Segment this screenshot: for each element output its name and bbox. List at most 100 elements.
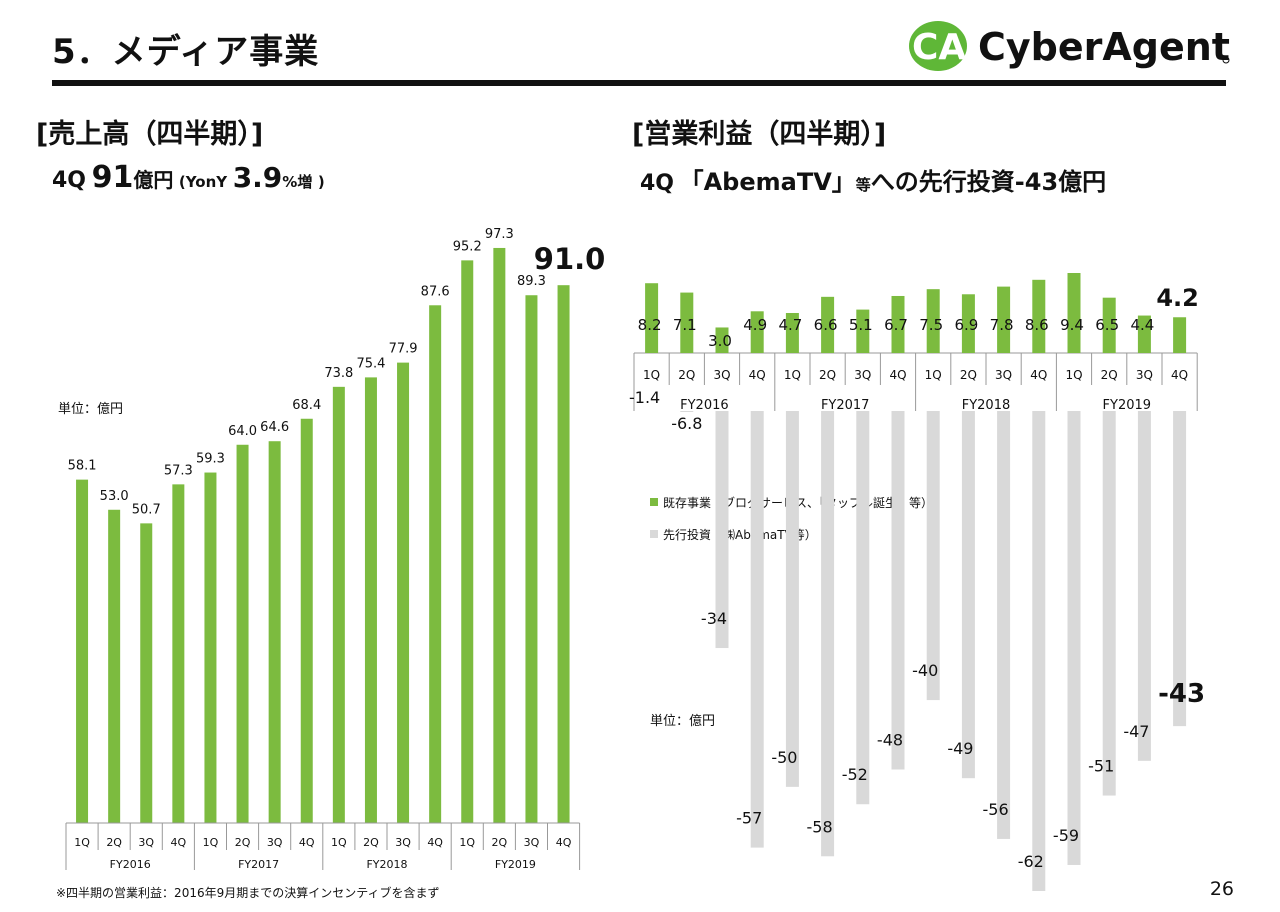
revenue-value-label-5: 59.3 <box>196 452 225 467</box>
revenue-value-label-15: 89.3 <box>517 274 546 289</box>
existing-bar-3 <box>715 327 729 353</box>
revenue-value-label-16: 91.0 <box>534 242 606 276</box>
page-number: 26 <box>1209 878 1234 900</box>
investment-bar-12 <box>1032 353 1046 891</box>
existing-bar-11 <box>997 286 1011 353</box>
existing-value-label-16: 4.2 <box>1156 284 1199 312</box>
revenue-value-label-6: 64.0 <box>228 424 257 439</box>
revenue-bar-12 <box>429 305 442 823</box>
existing-bar-9 <box>926 289 940 353</box>
profit-x-tick-1: 1Q <box>643 368 660 382</box>
revenue-x-tick-2: 2Q <box>106 836 122 849</box>
existing-bar-8 <box>891 295 905 353</box>
investment-value-label-3: -34 <box>701 609 727 628</box>
revenue-bar-5 <box>204 472 217 823</box>
revenue-x-tick-13: 1Q <box>459 836 475 849</box>
legend-item-investment: 先行投資（㈱AbemaTV等） <box>650 524 933 544</box>
existing-value-label-5: 4.7 <box>778 316 802 334</box>
revenue-chart: 58.153.050.7 57.359.364.0 64.668.4 73.875.4… <box>65 227 606 871</box>
existing-value-label-8: 6.7 <box>884 316 908 334</box>
revenue-unit-label: 単位：億円 <box>58 402 124 417</box>
revenue-bar-16 <box>557 285 570 823</box>
revenue-bar-14 <box>493 247 506 823</box>
existing-bar-10 <box>961 294 975 353</box>
profit-headline-rest: への先行投資-43億円 <box>870 168 1107 196</box>
existing-bar-4 <box>750 311 764 353</box>
profit-group-label-2: FY2017 <box>821 398 870 413</box>
existing-value-label-14: 6.5 <box>1095 316 1119 334</box>
revenue-bar-2 <box>108 509 121 823</box>
profit-headline: 4Q 「AbemaTV」等への先行投資-43億円 <box>640 162 1106 197</box>
investment-value-label-8: -48 <box>877 731 903 750</box>
revenue-x-tick-7: 3Q <box>267 836 283 849</box>
investment-bar-8 <box>891 353 905 770</box>
investment-bar-9 <box>926 353 940 701</box>
revenue-headline-quarter: 4Q <box>52 168 87 193</box>
investment-bar-16 <box>1173 353 1187 727</box>
existing-bar-14 <box>1102 297 1116 353</box>
investment-bar-5 <box>785 353 799 787</box>
revenue-bar-11 <box>397 362 410 823</box>
existing-value-label-15: 4.4 <box>1130 316 1154 334</box>
investment-value-label-6: -58 <box>807 817 833 836</box>
revenue-x-tick-14: 2Q <box>492 836 508 849</box>
existing-value-label-3: 3.0 <box>708 332 732 350</box>
investment-value-label-14: -51 <box>1088 757 1114 776</box>
revenue-headline-yoy-prefix: (YonY <box>178 173 228 191</box>
profit-x-tick-5: 1Q <box>784 368 801 382</box>
profit-x-tick-9: 1Q <box>925 368 942 382</box>
existing-value-label-6: 6.6 <box>814 316 838 334</box>
footnote: ※四半期の営業利益：2016年9月期までの決算インセンティブを含まず <box>56 886 440 900</box>
legend-swatch-gray <box>650 530 658 538</box>
revenue-value-label-2: 53.0 <box>100 489 129 504</box>
investment-value-label-15: -47 <box>1123 722 1149 741</box>
profit-x-tick-3: 3Q <box>713 368 730 382</box>
revenue-value-label-7: 64.6 <box>260 420 289 435</box>
investment-value-label-9: -40 <box>912 661 938 680</box>
logo-text: CyberAgent <box>978 25 1230 69</box>
existing-value-label-7: 5.1 <box>849 316 873 334</box>
revenue-headline-yoy-suffix: %増 <box>282 173 313 191</box>
revenue-bar-15 <box>525 295 538 823</box>
profit-x-tick-15: 3Q <box>1136 368 1153 382</box>
revenue-headline: 4Q 91億円 (YonY 3.9%増 ) <box>52 160 325 195</box>
investment-value-label-2: -6.8 <box>671 414 702 433</box>
existing-value-label-13: 9.4 <box>1060 316 1084 334</box>
slide-title: 5．メディア事業 <box>52 32 320 72</box>
revenue-bar-7 <box>268 441 281 823</box>
revenue-x-tick-16: 4Q <box>556 836 572 849</box>
profit-headline-small: 等 <box>855 176 871 194</box>
revenue-bar-10 <box>364 377 377 823</box>
revenue-value-label-1: 58.1 <box>68 459 97 474</box>
revenue-bar-13 <box>461 260 474 823</box>
existing-bar-5 <box>785 313 799 353</box>
revenue-value-label-4: 57.3 <box>164 463 193 478</box>
investment-value-label-4: -57 <box>736 809 762 828</box>
profit-unit-label: 単位：億円 <box>650 714 716 729</box>
existing-bar-6 <box>821 296 835 353</box>
cyberagent-logo: CA CyberAgent <box>909 21 1230 71</box>
existing-value-label-9: 7.5 <box>919 316 943 334</box>
existing-bar-12 <box>1032 279 1046 353</box>
profit-group-label-4: FY2019 <box>1103 398 1152 413</box>
revenue-group-label-1: FY2016 <box>110 858 151 871</box>
profit-x-tick-2: 2Q <box>678 368 695 382</box>
revenue-group-label-4: FY2019 <box>495 858 536 871</box>
revenue-bar-8 <box>300 418 313 823</box>
profit-x-tick-6: 2Q <box>819 368 836 382</box>
revenue-value-label-3: 50.7 <box>132 502 161 517</box>
existing-bar-13 <box>1067 273 1081 353</box>
legend-label-investment: 先行投資（㈱AbemaTV等） <box>663 527 817 542</box>
profit-group-label-3: FY2018 <box>962 398 1011 413</box>
investment-bar-10 <box>961 353 975 779</box>
investment-bar-15 <box>1137 353 1151 761</box>
revenue-bar-3 <box>140 523 153 823</box>
existing-bar-15 <box>1137 315 1151 353</box>
revenue-value-label-10: 75.4 <box>356 356 385 371</box>
investment-value-label-5: -50 <box>771 748 797 767</box>
profit-group-label-1: FY2016 <box>680 398 729 413</box>
investment-bar-13 <box>1067 353 1081 865</box>
revenue-headline-unit: 億円 <box>133 168 174 192</box>
investment-value-label-7: -52 <box>842 765 868 784</box>
profit-x-tick-10: 2Q <box>960 368 977 382</box>
